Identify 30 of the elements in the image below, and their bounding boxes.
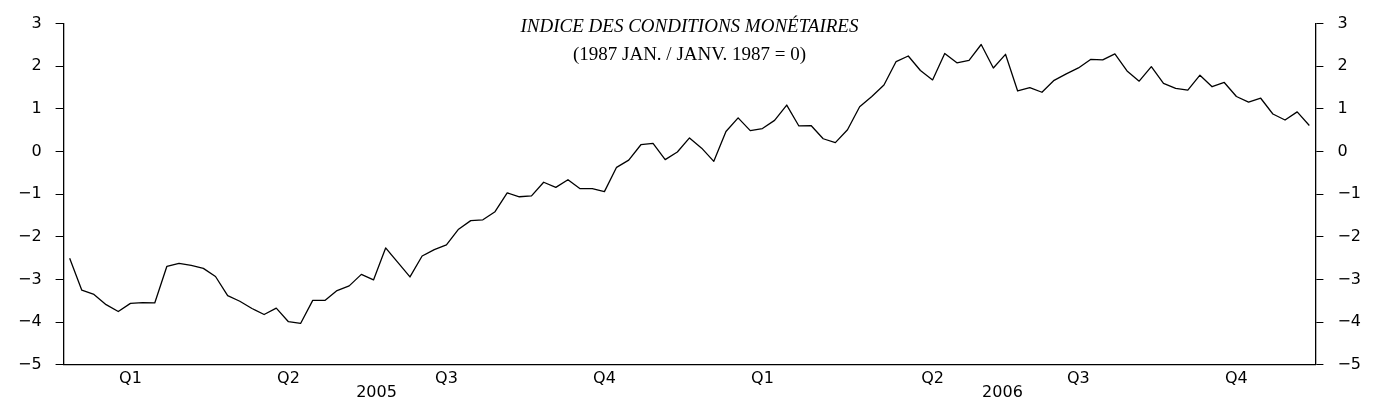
x-tick-label: Q1 <box>119 367 142 387</box>
x-tick-label: Q3 <box>435 367 458 387</box>
x-tick-label: Q3 <box>1067 367 1090 387</box>
x-tick-label: Q2 <box>277 367 300 387</box>
y2-tick-label: 1 <box>1337 98 1348 118</box>
y2-tick-label: −5 <box>1337 353 1362 373</box>
y2-tick-label: −4 <box>1337 311 1362 331</box>
y-tick-label: −5 <box>17 353 42 373</box>
text: (1987 JAN. / JANV. 1987 = 0) <box>572 43 807 66</box>
y2-tick-label: 3 <box>1337 12 1348 32</box>
y-tick-label: 3 <box>31 12 42 32</box>
x-tick-label: Q2 <box>921 367 944 387</box>
y-tick-label: −3 <box>17 268 42 288</box>
y2-tick-label: 2 <box>1337 55 1348 75</box>
text: 2005 <box>356 381 397 401</box>
y-tick-label: 2 <box>31 55 42 75</box>
chart-title: INDICE DES CONDITIONS MONÉTAIRES <box>519 15 859 37</box>
text: 2006 <box>982 381 1023 401</box>
y-tick-label: −4 <box>17 311 42 331</box>
y-tick-label: 1 <box>31 98 42 118</box>
y2-tick-label: −1 <box>1337 183 1362 203</box>
y-tick-label: −2 <box>17 226 42 246</box>
x-tick-label: Q4 <box>1225 367 1248 387</box>
y2-tick-label: 0 <box>1337 140 1348 160</box>
y-tick-label: −1 <box>17 183 42 203</box>
x-tick-label: Q1 <box>751 367 774 387</box>
y-tick-label: 0 <box>31 140 42 160</box>
x-tick-label: Q4 <box>593 367 616 387</box>
y2-tick-label: −2 <box>1337 226 1362 246</box>
y2-tick-label: −3 <box>1337 268 1362 288</box>
